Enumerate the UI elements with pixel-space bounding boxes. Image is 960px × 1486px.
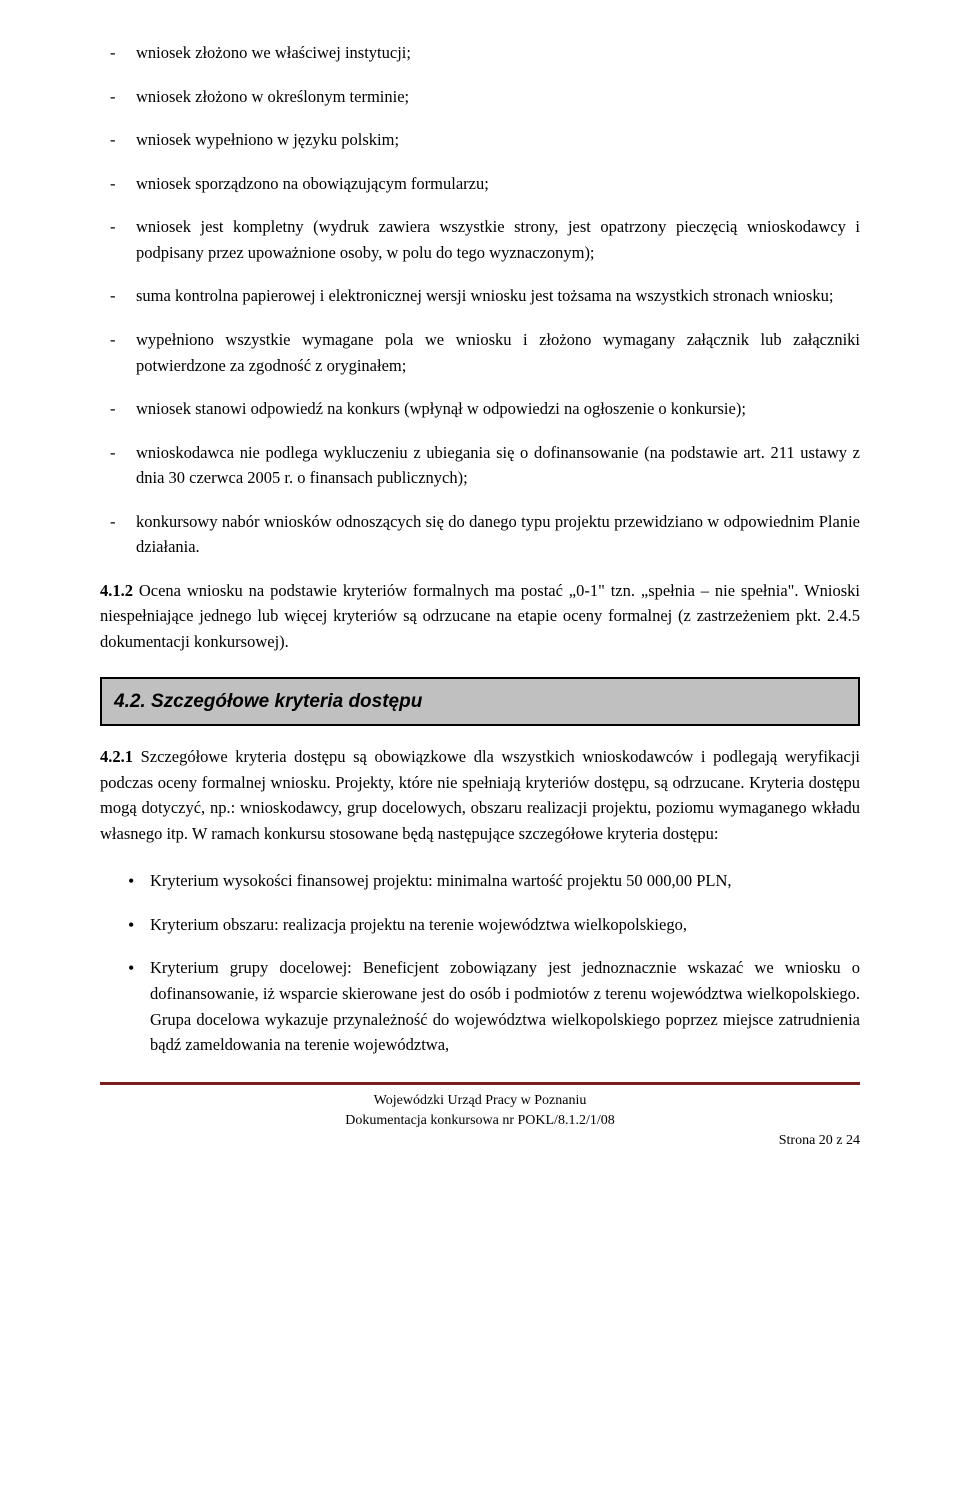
dash-item: wniosek sporządzono na obowiązującym for…	[100, 171, 860, 197]
paragraph-4-1-2: 4.1.2 Ocena wniosku na podstawie kryteri…	[100, 578, 860, 655]
dash-item: wnioskodawca nie podlega wykluczeniu z u…	[100, 440, 860, 491]
dash-item: wypełniono wszystkie wymagane pola we wn…	[100, 327, 860, 378]
para-number: 4.1.2	[100, 581, 133, 600]
dash-item: wniosek wypełniono w języku polskim;	[100, 127, 860, 153]
dash-item: konkursowy nabór wniosków odnoszących si…	[100, 509, 860, 560]
page-footer: Wojewódzki Urząd Pracy w Poznaniu Dokume…	[100, 1091, 860, 1152]
paragraph-4-2-1: 4.2.1 Szczegółowe kryteria dostępu są ob…	[100, 744, 860, 846]
dash-item: wniosek złożono we właściwej instytucji;	[100, 40, 860, 66]
para-body: Ocena wniosku na podstawie kryteriów for…	[100, 581, 860, 651]
bullet-item: Kryterium wysokości finansowej projektu:…	[100, 868, 860, 894]
footer-line-2: Dokumentacja konkursowa nr POKL/8.1.2/1/…	[100, 1111, 860, 1131]
dash-criteria-list: wniosek złożono we właściwej instytucji;…	[100, 40, 860, 560]
dash-item: suma kontrolna papierowej i elektroniczn…	[100, 283, 860, 309]
bullet-criteria-list: Kryterium wysokości finansowej projektu:…	[100, 868, 860, 1057]
dash-item: wniosek złożono w określonym terminie;	[100, 84, 860, 110]
footer-divider	[100, 1082, 860, 1085]
dash-item: wniosek jest kompletny (wydruk zawiera w…	[100, 214, 860, 265]
dash-item: wniosek stanowi odpowiedź na konkurs (wp…	[100, 396, 860, 422]
section-header-4-2: 4.2. Szczegółowe kryteria dostępu	[100, 677, 860, 726]
para-body: Szczegółowe kryteria dostępu są obowiązk…	[100, 747, 860, 843]
footer-line-1: Wojewódzki Urząd Pracy w Poznaniu	[100, 1091, 860, 1111]
para-number: 4.2.1	[100, 747, 133, 766]
bullet-item: Kryterium obszaru: realizacja projektu n…	[100, 912, 860, 938]
footer-page-number: Strona 20 z 24	[100, 1131, 860, 1151]
bullet-item: Kryterium grupy docelowej: Beneficjent z…	[100, 955, 860, 1057]
